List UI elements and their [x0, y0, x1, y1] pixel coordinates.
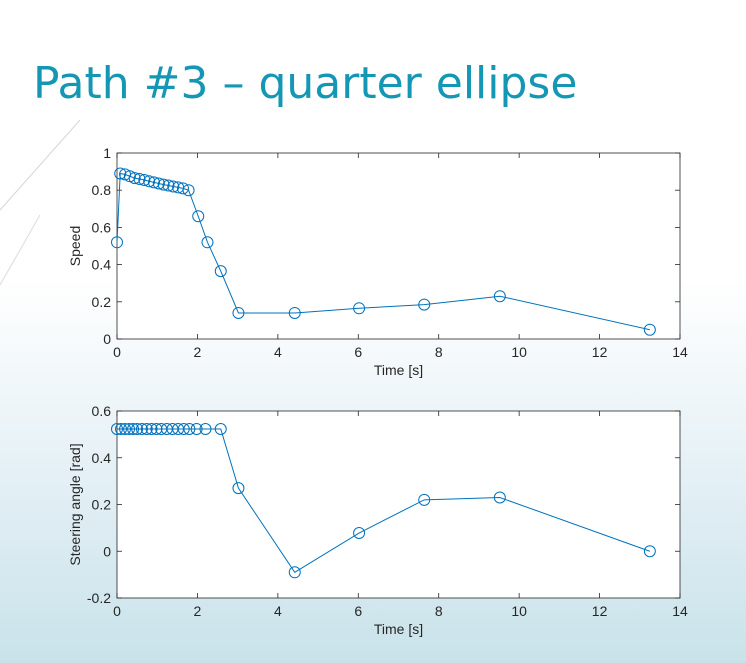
data-point: [123, 170, 136, 183]
data-point: [167, 180, 180, 193]
y-axis-label: Steering angle [rad]: [67, 443, 83, 565]
data-point: [131, 422, 144, 435]
x-tick-label: 8: [435, 603, 443, 619]
y-tick-label: 0: [103, 331, 111, 347]
y-tick-label: 0.4: [92, 257, 112, 273]
x-axis-label: Time [s]: [374, 621, 423, 637]
data-point: [643, 545, 656, 558]
data-point: [643, 323, 656, 336]
data-point: [119, 422, 132, 435]
data-point: [140, 422, 153, 435]
data-point: [418, 493, 431, 506]
data-point: [182, 184, 195, 197]
data-point: [288, 566, 301, 579]
data-point: [353, 527, 366, 540]
data-point: [127, 422, 140, 435]
decorative-line-top: [0, 119, 81, 211]
x-tick-label: 4: [274, 344, 282, 360]
y-tick-label: 0.2: [92, 294, 112, 310]
x-tick-label: 14: [672, 603, 688, 619]
x-tick-label: 2: [194, 603, 202, 619]
y-tick-label: 0.6: [92, 219, 112, 235]
data-point: [157, 178, 170, 191]
data-point: [162, 179, 175, 192]
data-point: [128, 172, 141, 185]
data-point: [114, 167, 127, 180]
data-point: [143, 175, 156, 188]
x-tick-label: 10: [511, 344, 527, 360]
x-tick-label: 14: [672, 344, 688, 360]
data-point: [199, 422, 212, 435]
data-point: [201, 236, 214, 249]
data-point: [493, 491, 506, 504]
data-point: [192, 210, 205, 223]
x-tick-label: 8: [435, 344, 443, 360]
data-point: [135, 422, 148, 435]
data-point: [214, 265, 227, 278]
y-tick-label: 0.4: [92, 450, 112, 466]
data-point: [288, 306, 301, 319]
decorative-line-bottom: [0, 214, 41, 286]
x-tick-label: 6: [354, 344, 362, 360]
data-point: [138, 173, 151, 186]
y-tick-label: 0: [103, 543, 111, 559]
data-point: [152, 177, 165, 190]
y-tick-label: 0.8: [92, 182, 112, 198]
data-point: [145, 422, 158, 435]
x-tick-label: 12: [592, 344, 608, 360]
data-point: [123, 422, 136, 435]
y-tick-label: -0.2: [87, 590, 111, 606]
data-point: [232, 306, 245, 319]
x-axis-label: Time [s]: [374, 362, 423, 378]
data-point: [353, 302, 366, 315]
x-tick-label: 6: [354, 603, 362, 619]
data-point: [493, 290, 506, 303]
y-tick-label: 0.2: [92, 497, 112, 513]
data-point: [147, 176, 160, 189]
x-tick-label: 2: [194, 344, 202, 360]
y-axis-label: Speed: [67, 226, 83, 266]
slide-title: Path #3 – quarter ellipse: [33, 58, 578, 109]
plot-area: [116, 410, 681, 599]
x-tick-label: 10: [511, 603, 527, 619]
data-point: [133, 173, 146, 186]
data-point: [150, 422, 163, 435]
x-tick-label: 0: [113, 344, 121, 360]
x-tick-label: 0: [113, 603, 121, 619]
y-tick-label: 1: [103, 145, 111, 161]
y-tick-label: 0.6: [92, 403, 112, 419]
x-tick-label: 12: [592, 603, 608, 619]
data-point: [232, 482, 245, 495]
data-point: [183, 422, 196, 435]
x-tick-label: 4: [274, 603, 282, 619]
data-point: [177, 422, 190, 435]
data-point: [111, 422, 123, 435]
data-point: [214, 422, 227, 435]
data-point: [190, 422, 203, 435]
data-point: [176, 182, 189, 195]
data-point: [111, 236, 123, 249]
data-point: [115, 422, 128, 435]
data-point: [418, 298, 431, 311]
